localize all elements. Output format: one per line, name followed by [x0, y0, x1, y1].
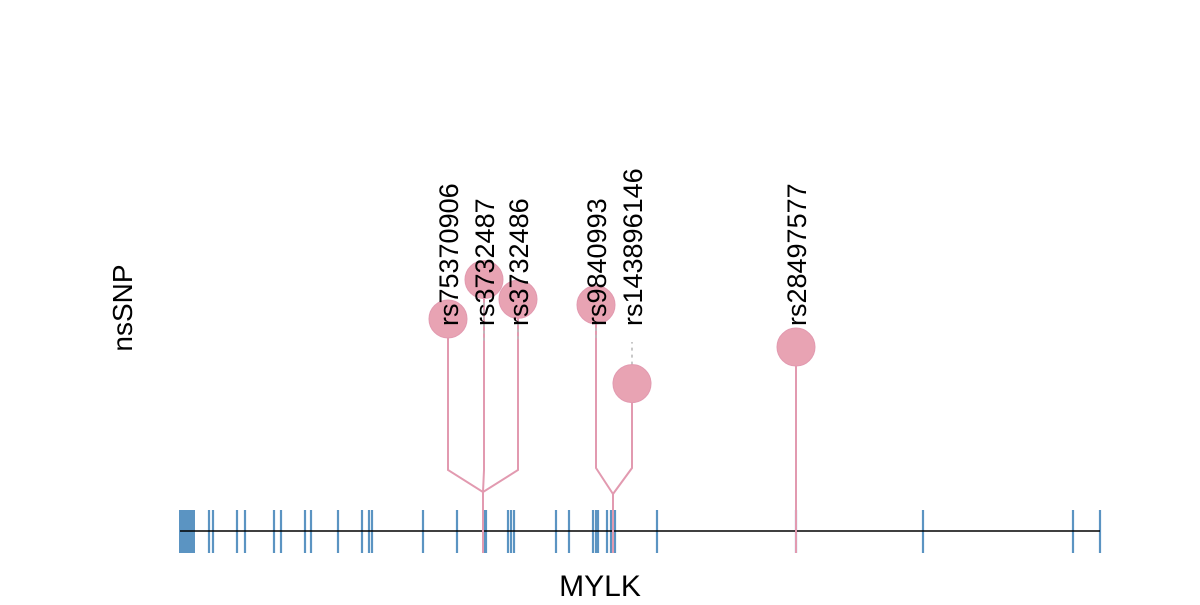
track-label: nsSNP [107, 264, 138, 351]
snp-label: rs9840993 [582, 198, 612, 326]
snp-stem [447, 337, 484, 531]
snp-head [464, 260, 504, 300]
snp-label: rs3732487 [470, 198, 500, 326]
snp-head [576, 285, 616, 325]
snp-label: rs143896146 [618, 168, 648, 326]
snp-stem [482, 318, 519, 531]
snp-head [776, 327, 816, 367]
gene-label: MYLK [559, 570, 641, 600]
snp-label: rs28497577 [782, 183, 812, 326]
snp-label: rs75370906 [434, 183, 464, 326]
snp-label: rs3732486 [504, 198, 534, 326]
snp-head [612, 364, 652, 404]
snp-rs9840993: rs9840993 [576, 198, 616, 531]
snp-head [428, 299, 468, 339]
snp-head [498, 279, 538, 319]
snp-layer: rs75370906 rs3732487 rs3732486 rs9840993 rs1… [428, 168, 816, 553]
snp-rs75370906: rs75370906 [428, 183, 484, 531]
snp-rs143896146: rs143896146 [612, 168, 652, 531]
snp-rs3732487: rs3732487 [464, 198, 504, 531]
snp-rs28497577: rs28497577 [776, 183, 816, 531]
snp-stem [595, 323, 614, 531]
